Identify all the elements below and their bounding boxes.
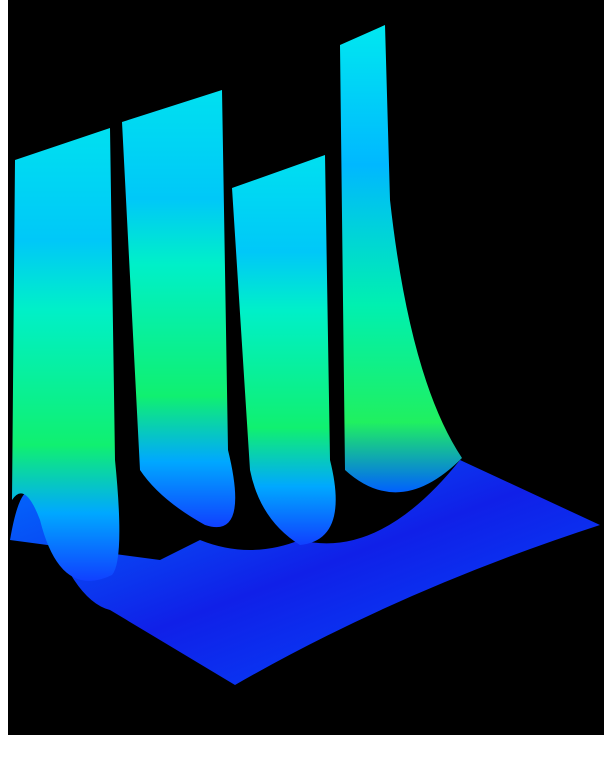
- screenshot: [0, 0, 604, 763]
- render-view: [0, 0, 604, 763]
